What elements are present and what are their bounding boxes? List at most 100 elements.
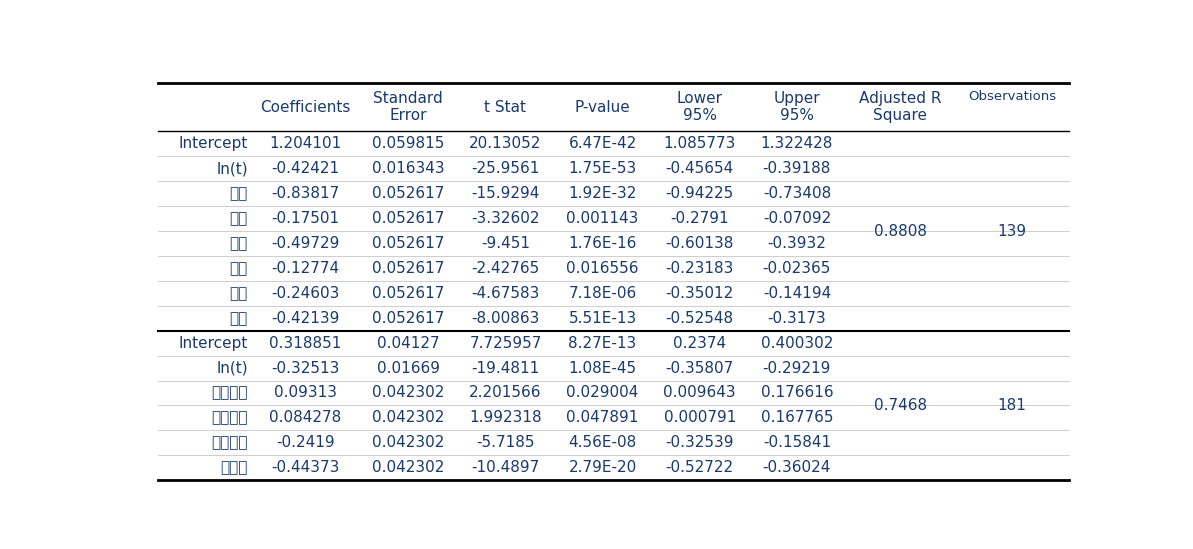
Text: -0.42421: -0.42421 bbox=[272, 161, 340, 176]
Text: t Stat: t Stat bbox=[484, 99, 526, 115]
Text: -0.52722: -0.52722 bbox=[666, 460, 734, 475]
Text: 1.76E-16: 1.76E-16 bbox=[568, 236, 637, 251]
Text: 0.09313: 0.09313 bbox=[274, 385, 338, 400]
Text: -10.4897: -10.4897 bbox=[471, 460, 539, 475]
Text: -0.35807: -0.35807 bbox=[666, 361, 734, 376]
Text: 0.2374: 0.2374 bbox=[673, 335, 727, 351]
Text: 5.51E-13: 5.51E-13 bbox=[569, 311, 637, 326]
Text: 전라남도: 전라남도 bbox=[211, 435, 248, 450]
Text: ln(t): ln(t) bbox=[216, 361, 248, 376]
Text: 0.8808: 0.8808 bbox=[873, 223, 927, 239]
Text: -0.39188: -0.39188 bbox=[762, 161, 832, 176]
Text: 0.009643: 0.009643 bbox=[663, 385, 736, 400]
Text: -15.9294: -15.9294 bbox=[471, 186, 539, 201]
Text: 20.13052: 20.13052 bbox=[469, 136, 542, 152]
Text: -0.24603: -0.24603 bbox=[272, 286, 340, 301]
Text: Intercept: Intercept bbox=[179, 136, 248, 152]
Text: -0.60138: -0.60138 bbox=[666, 236, 734, 251]
Text: 0.052617: 0.052617 bbox=[372, 311, 445, 326]
Text: -9.451: -9.451 bbox=[481, 236, 530, 251]
Text: 0.047891: 0.047891 bbox=[567, 411, 638, 425]
Text: Adjusted R
Square: Adjusted R Square bbox=[859, 91, 941, 124]
Text: 1.322428: 1.322428 bbox=[761, 136, 833, 152]
Text: 0.042302: 0.042302 bbox=[372, 460, 445, 475]
Text: Upper
95%: Upper 95% bbox=[773, 91, 821, 124]
Text: 0.084278: 0.084278 bbox=[270, 411, 341, 425]
Text: -0.36024: -0.36024 bbox=[762, 460, 832, 475]
Text: 1.75E-53: 1.75E-53 bbox=[569, 161, 637, 176]
Text: 0.029004: 0.029004 bbox=[567, 385, 638, 400]
Text: 1.992318: 1.992318 bbox=[469, 411, 542, 425]
Text: 대구: 대구 bbox=[229, 236, 248, 251]
Text: 0.042302: 0.042302 bbox=[372, 385, 445, 400]
Text: -0.3932: -0.3932 bbox=[767, 236, 827, 251]
Text: -0.35012: -0.35012 bbox=[666, 286, 734, 301]
Text: 대전: 대전 bbox=[229, 311, 248, 326]
Text: -19.4811: -19.4811 bbox=[471, 361, 539, 376]
Text: -0.83817: -0.83817 bbox=[272, 186, 340, 201]
Text: 1.08E-45: 1.08E-45 bbox=[569, 361, 637, 376]
Text: 0.016343: 0.016343 bbox=[372, 161, 445, 176]
Text: -0.45654: -0.45654 bbox=[666, 161, 734, 176]
Text: 0.052617: 0.052617 bbox=[372, 286, 445, 301]
Text: 0.04127: 0.04127 bbox=[377, 335, 440, 351]
Text: 181: 181 bbox=[997, 398, 1026, 413]
Text: -5.7185: -5.7185 bbox=[476, 435, 534, 450]
Text: 0.059815: 0.059815 bbox=[372, 136, 445, 152]
Text: 충청남도: 충청남도 bbox=[211, 411, 248, 425]
Text: 0.042302: 0.042302 bbox=[372, 435, 445, 450]
Text: 0.000791: 0.000791 bbox=[663, 411, 736, 425]
Text: Intercept: Intercept bbox=[179, 335, 248, 351]
Text: -0.42139: -0.42139 bbox=[272, 311, 340, 326]
Text: 1.085773: 1.085773 bbox=[663, 136, 736, 152]
Text: 7.18E-06: 7.18E-06 bbox=[569, 286, 637, 301]
Text: -0.49729: -0.49729 bbox=[272, 236, 340, 251]
Text: 인천: 인천 bbox=[229, 261, 248, 276]
Text: Coefficients: Coefficients bbox=[260, 99, 351, 115]
Text: ln(t): ln(t) bbox=[216, 161, 248, 176]
Text: -4.67583: -4.67583 bbox=[471, 286, 539, 301]
Text: 충청북도: 충청북도 bbox=[211, 385, 248, 400]
Text: 0.318851: 0.318851 bbox=[270, 335, 341, 351]
Text: 제주도: 제주도 bbox=[221, 460, 248, 475]
Text: 139: 139 bbox=[997, 223, 1026, 239]
Text: 0.001143: 0.001143 bbox=[567, 211, 638, 226]
Text: -0.94225: -0.94225 bbox=[666, 186, 734, 201]
Text: -0.12774: -0.12774 bbox=[272, 261, 340, 276]
Text: P-value: P-value bbox=[575, 99, 630, 115]
Text: -0.15841: -0.15841 bbox=[762, 435, 832, 450]
Text: Standard
Error: Standard Error bbox=[373, 91, 443, 124]
Text: -0.3173: -0.3173 bbox=[767, 311, 827, 326]
Text: 0.052617: 0.052617 bbox=[372, 186, 445, 201]
Text: 0.01669: 0.01669 bbox=[377, 361, 440, 376]
Text: 8.27E-13: 8.27E-13 bbox=[569, 335, 637, 351]
Text: 1.204101: 1.204101 bbox=[270, 136, 341, 152]
Text: 0.042302: 0.042302 bbox=[372, 411, 445, 425]
Text: 부산: 부산 bbox=[229, 211, 248, 226]
Text: Lower
95%: Lower 95% bbox=[676, 91, 723, 124]
Text: -0.32539: -0.32539 bbox=[666, 435, 734, 450]
Text: -0.2419: -0.2419 bbox=[277, 435, 335, 450]
Text: -8.00863: -8.00863 bbox=[471, 311, 539, 326]
Text: -0.23183: -0.23183 bbox=[666, 261, 734, 276]
Text: -0.07092: -0.07092 bbox=[762, 211, 832, 226]
Text: Observations: Observations bbox=[968, 90, 1056, 103]
Text: 광주: 광주 bbox=[229, 286, 248, 301]
Text: -0.44373: -0.44373 bbox=[272, 460, 340, 475]
Text: 1.92E-32: 1.92E-32 bbox=[568, 186, 637, 201]
Text: -0.52548: -0.52548 bbox=[666, 311, 734, 326]
Text: 0.052617: 0.052617 bbox=[372, 236, 445, 251]
Text: -0.17501: -0.17501 bbox=[272, 211, 340, 226]
Text: 0.052617: 0.052617 bbox=[372, 211, 445, 226]
Text: -0.02365: -0.02365 bbox=[762, 261, 832, 276]
Text: 6.47E-42: 6.47E-42 bbox=[569, 136, 637, 152]
Text: 0.016556: 0.016556 bbox=[567, 261, 638, 276]
Text: -3.32602: -3.32602 bbox=[471, 211, 539, 226]
Text: 7.725957: 7.725957 bbox=[469, 335, 542, 351]
Text: 2.79E-20: 2.79E-20 bbox=[569, 460, 637, 475]
Text: 0.052617: 0.052617 bbox=[372, 261, 445, 276]
Text: -0.29219: -0.29219 bbox=[762, 361, 832, 376]
Text: -2.42765: -2.42765 bbox=[471, 261, 539, 276]
Text: 0.400302: 0.400302 bbox=[761, 335, 833, 351]
Text: 0.167765: 0.167765 bbox=[761, 411, 833, 425]
